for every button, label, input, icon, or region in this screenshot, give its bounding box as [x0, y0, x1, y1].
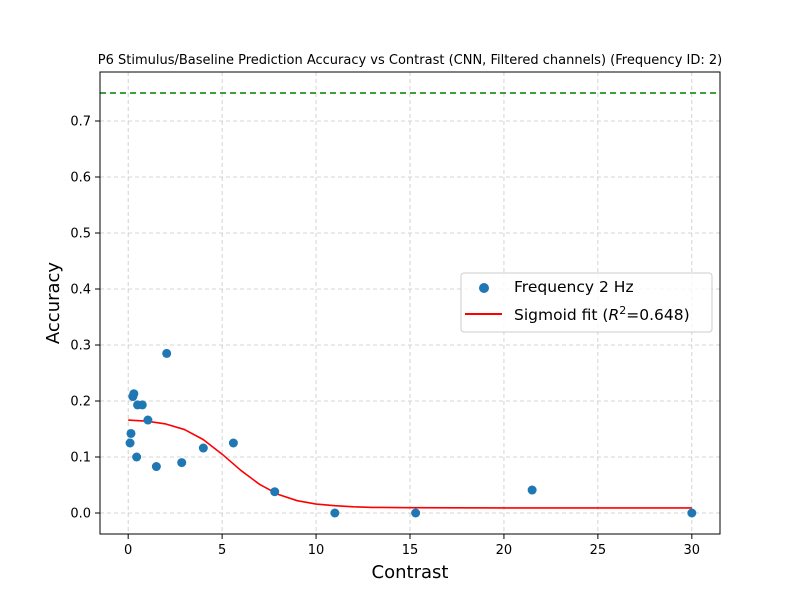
data-point [330, 508, 340, 518]
x-tick-label: 25 [590, 543, 607, 558]
x-tick-label: 10 [308, 543, 325, 558]
y-tick-label: 0.1 [70, 451, 91, 466]
y-tick-label: 0.0 [70, 507, 91, 522]
x-tick-label: 5 [218, 543, 226, 558]
data-point [143, 415, 153, 425]
chart-title: P6 Stimulus/Baseline Prediction Accuracy… [98, 53, 722, 68]
legend: Frequency 2 Hz Sigmoid fit (R2=0.648) [460, 272, 713, 333]
legend-label-scatter: Frequency 2 Hz [514, 278, 634, 296]
data-point [125, 438, 135, 448]
ticks: 0 5 10 15 20 25 30 0.0 0.1 0.2 0.3 0.4 0.5 0.6 0.7 [70, 115, 700, 559]
data-point [151, 462, 161, 472]
grid [100, 72, 720, 534]
data-point [411, 508, 421, 518]
data-point [228, 438, 238, 448]
y-tick-label: 0.2 [70, 395, 91, 410]
x-axis-label: Contrast [372, 562, 449, 583]
data-point [270, 487, 280, 497]
data-point [687, 508, 697, 518]
sigmoid-fit-line [128, 419, 692, 509]
y-tick-label: 0.4 [70, 283, 91, 298]
data-point [162, 348, 172, 358]
data-point [198, 443, 208, 453]
data-point [126, 428, 136, 438]
legend-box [460, 272, 713, 333]
x-tick-label: 0 [124, 543, 132, 558]
y-axis-label: Accuracy [43, 262, 64, 345]
y-tick-label: 0.5 [70, 227, 91, 242]
y-tick-label: 0.3 [70, 339, 91, 354]
legend-marker-scatter [479, 283, 489, 293]
data-point [129, 389, 139, 399]
data-point [527, 485, 537, 495]
data-point [137, 400, 147, 410]
y-tick-label: 0.6 [70, 171, 91, 186]
data-point [132, 452, 142, 462]
x-tick-label: 20 [496, 543, 513, 558]
legend-label-fit: Sigmoid fit (R2=0.648) [514, 304, 690, 324]
x-tick-label: 30 [684, 543, 701, 558]
data-point [177, 458, 187, 468]
y-tick-label: 0.7 [70, 115, 91, 130]
series-layer [125, 348, 697, 518]
x-tick-label: 15 [402, 543, 419, 558]
